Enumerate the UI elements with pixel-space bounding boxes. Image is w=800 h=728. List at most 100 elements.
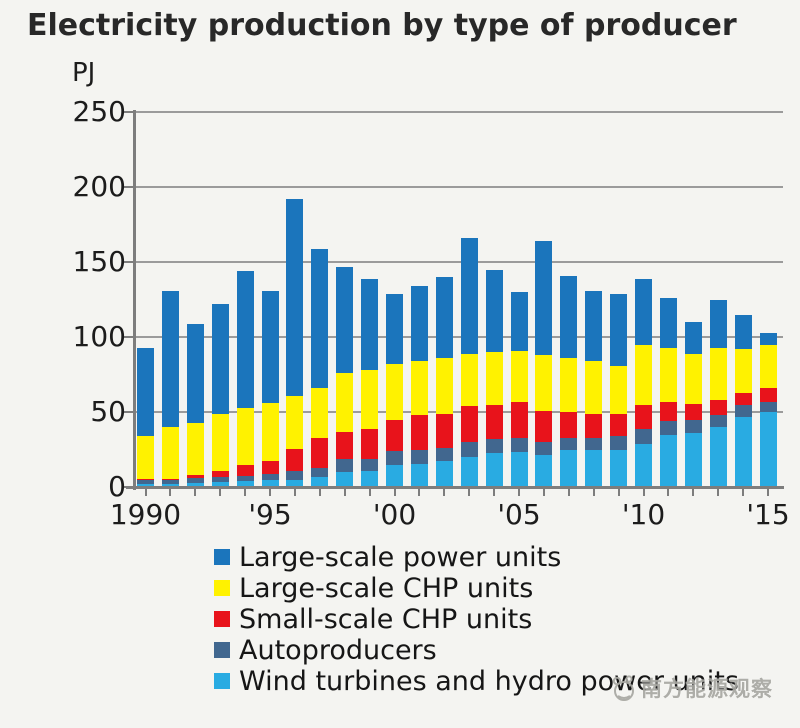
bar-segment-1994-large-scale-chp-units bbox=[236, 407, 254, 466]
bar-segment-2009-wind-turbines-and-hydro-power-units bbox=[610, 449, 628, 487]
bar-segment-1992-autoproducers bbox=[186, 478, 204, 483]
x-axis-line bbox=[126, 486, 784, 489]
bar-2008 bbox=[585, 290, 603, 487]
bar-segment-2007-wind-turbines-and-hydro-power-units bbox=[560, 449, 578, 487]
bar-segment-1991-large-scale-power-units bbox=[161, 290, 179, 427]
x-tick-2012 bbox=[692, 489, 695, 496]
bar-1994 bbox=[236, 271, 254, 487]
bar-segment-2001-large-scale-chp-units bbox=[410, 361, 428, 415]
legend-swatch-icon bbox=[214, 611, 230, 627]
bar-segment-2006-autoproducers bbox=[535, 442, 553, 455]
bar-segment-2008-large-scale-chp-units bbox=[585, 361, 603, 415]
bar-segment-2005-large-scale-power-units bbox=[510, 292, 528, 351]
bar-1991 bbox=[161, 290, 179, 487]
bar-segment-1997-large-scale-chp-units bbox=[311, 388, 329, 438]
bar-segment-2012-small-scale-chp-units bbox=[684, 403, 702, 420]
y-tick-label-50: 50 bbox=[90, 395, 126, 428]
x-tick-label-2005: '05 bbox=[497, 498, 541, 531]
bar-2002 bbox=[435, 277, 453, 487]
bar-segment-2004-wind-turbines-and-hydro-power-units bbox=[485, 452, 503, 487]
bar-segment-1997-large-scale-power-units bbox=[311, 248, 329, 388]
bar-1999 bbox=[361, 278, 379, 487]
bar-1998 bbox=[336, 266, 354, 487]
bar-segment-2001-small-scale-chp-units bbox=[410, 415, 428, 450]
bar-segment-2012-autoproducers bbox=[684, 419, 702, 433]
bar-2015 bbox=[759, 332, 777, 487]
bar-segment-1992-wind-turbines-and-hydro-power-units bbox=[186, 482, 204, 487]
legend-label: Large-scale CHP units bbox=[239, 573, 534, 604]
bar-segment-2012-large-scale-chp-units bbox=[684, 353, 702, 404]
bar-segment-2013-large-scale-power-units bbox=[709, 299, 727, 348]
x-tick-1994 bbox=[244, 489, 247, 496]
legend-swatch-icon bbox=[214, 642, 230, 658]
y-tick-0 bbox=[124, 486, 134, 488]
bar-segment-2000-large-scale-power-units bbox=[386, 293, 403, 364]
watermark: 南方能源观察 bbox=[608, 672, 773, 704]
bar-segment-2006-large-scale-power-units bbox=[535, 241, 553, 355]
bar-segment-2013-wind-turbines-and-hydro-power-units bbox=[709, 427, 727, 487]
bar-segment-2010-autoproducers bbox=[635, 428, 652, 444]
legend-swatch-icon bbox=[214, 673, 230, 689]
bar-segment-1991-autoproducers bbox=[161, 480, 179, 484]
bar-segment-2008-small-scale-chp-units bbox=[585, 414, 603, 438]
bar-segment-2015-autoproducers bbox=[759, 401, 777, 412]
bar-segment-2004-small-scale-chp-units bbox=[485, 405, 503, 439]
bar-2003 bbox=[460, 238, 478, 487]
bar-segment-2011-small-scale-chp-units bbox=[659, 402, 677, 421]
bar-segment-1999-autoproducers bbox=[361, 458, 379, 471]
bar-segment-1990-autoproducers bbox=[137, 479, 154, 484]
bar-2000 bbox=[386, 293, 403, 487]
bar-segment-2007-autoproducers bbox=[560, 437, 578, 450]
bar-segment-2006-large-scale-chp-units bbox=[535, 355, 553, 411]
bar-segment-1992-large-scale-chp-units bbox=[186, 422, 204, 475]
bar-2009 bbox=[610, 293, 628, 487]
bar-segment-2015-small-scale-chp-units bbox=[759, 388, 777, 402]
chart-title: Electricity production by type of produc… bbox=[27, 8, 737, 43]
bar-segment-1994-small-scale-chp-units bbox=[236, 465, 254, 476]
bar-1997 bbox=[311, 248, 329, 487]
bar-segment-1990-large-scale-power-units bbox=[137, 347, 154, 436]
x-tick-1997 bbox=[318, 489, 321, 496]
x-tick-2011 bbox=[667, 489, 670, 496]
y-tick-150 bbox=[124, 261, 134, 263]
bar-segment-1998-large-scale-chp-units bbox=[336, 373, 354, 432]
x-tick-1993 bbox=[219, 489, 222, 496]
bar-segment-2014-wind-turbines-and-hydro-power-units bbox=[734, 416, 752, 487]
bar-segment-1996-large-scale-chp-units bbox=[286, 395, 304, 449]
bar-segment-2009-small-scale-chp-units bbox=[610, 413, 628, 436]
bar-segment-1999-wind-turbines-and-hydro-power-units bbox=[361, 470, 379, 487]
bar-segment-1993-large-scale-power-units bbox=[211, 304, 229, 414]
y-tick-250 bbox=[124, 111, 134, 113]
bar-segment-2014-small-scale-chp-units bbox=[734, 392, 752, 405]
x-tick-2007 bbox=[567, 489, 570, 496]
x-tick-1991 bbox=[169, 489, 172, 496]
bar-segment-2015-large-scale-power-units bbox=[759, 332, 777, 345]
gridline-200 bbox=[136, 186, 783, 188]
y-tick-label-150: 150 bbox=[72, 245, 126, 278]
x-tick-1992 bbox=[194, 489, 197, 496]
bar-segment-2010-large-scale-power-units bbox=[635, 278, 652, 345]
bar-segment-2011-large-scale-power-units bbox=[659, 298, 677, 348]
bar-segment-1998-large-scale-power-units bbox=[336, 266, 354, 373]
x-tick-2005 bbox=[518, 489, 520, 496]
bar-segment-2003-large-scale-chp-units bbox=[460, 353, 478, 406]
bar-segment-2013-large-scale-chp-units bbox=[709, 347, 727, 400]
x-tick-1995 bbox=[269, 489, 271, 496]
bar-segment-1990-large-scale-chp-units bbox=[137, 436, 154, 479]
bar-segment-1991-wind-turbines-and-hydro-power-units bbox=[161, 484, 179, 487]
x-tick-1990 bbox=[144, 489, 147, 496]
x-tick-1998 bbox=[343, 489, 346, 496]
y-tick-100 bbox=[124, 336, 134, 338]
bar-segment-1995-wind-turbines-and-hydro-power-units bbox=[261, 480, 279, 487]
bar-segment-1999-small-scale-chp-units bbox=[361, 428, 379, 459]
x-tick-2002 bbox=[443, 489, 446, 496]
y-tick-label-250: 250 bbox=[72, 95, 126, 128]
bar-segment-2003-autoproducers bbox=[460, 442, 478, 457]
bar-segment-1992-large-scale-power-units bbox=[186, 323, 204, 423]
bar-segment-2002-large-scale-chp-units bbox=[435, 358, 453, 414]
bar-segment-2000-autoproducers bbox=[386, 451, 403, 465]
bar-segment-2003-wind-turbines-and-hydro-power-units bbox=[460, 457, 478, 487]
y-tick-label-200: 200 bbox=[72, 170, 126, 203]
bar-segment-2000-wind-turbines-and-hydro-power-units bbox=[386, 464, 403, 487]
